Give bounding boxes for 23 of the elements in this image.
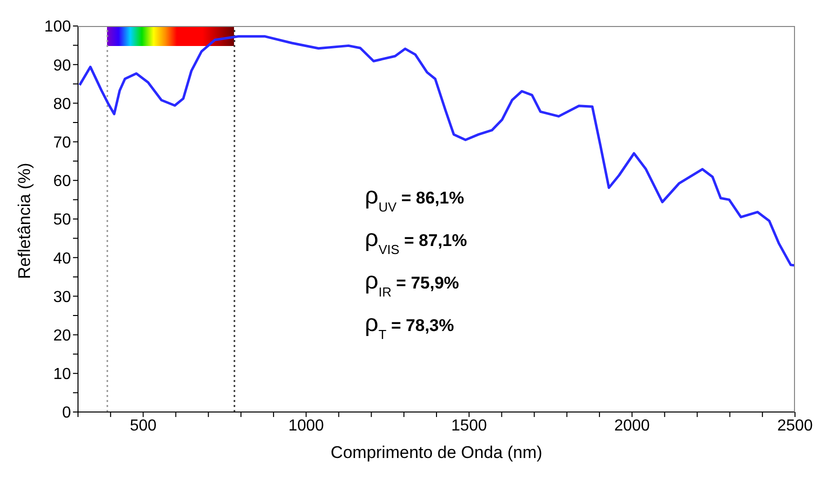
x-tick-label: 2500 <box>777 417 813 434</box>
x-axis-title: Comprimento de Onda (nm) <box>330 443 542 462</box>
x-tick-label: 1000 <box>288 417 324 434</box>
annotation: ρ$_{T}$ = 78,3% <box>364 310 454 342</box>
x-tick-label: 1500 <box>451 417 487 434</box>
y-axis-title: Refletância (%) <box>15 162 34 279</box>
y-tick-label: 10 <box>53 366 72 384</box>
line-series <box>78 35 795 267</box>
y-tick-label: 90 <box>53 57 72 74</box>
x-tick-label: 2000 <box>614 417 650 434</box>
y-tick-label: 50 <box>53 212 72 229</box>
y-tick-label: 0 <box>62 404 72 422</box>
annotation: ρ$_{IR}$ = 75,9% <box>364 267 460 299</box>
y-tick-label: 80 <box>53 96 72 113</box>
y-tick-label: 60 <box>53 173 72 190</box>
x-tick-label: 500 <box>130 417 157 434</box>
y-tick-label: 40 <box>53 250 72 268</box>
y-tick-label: 30 <box>53 288 72 306</box>
y-tick-label: 100 <box>44 18 72 36</box>
y-tick-label: 20 <box>53 327 72 344</box>
annotation: ρ$_{UV}$ = 86,1% <box>364 182 464 214</box>
y-tick-label: 70 <box>53 134 72 152</box>
annotation: ρ$_{VIS}$ = 87,1% <box>364 225 468 257</box>
